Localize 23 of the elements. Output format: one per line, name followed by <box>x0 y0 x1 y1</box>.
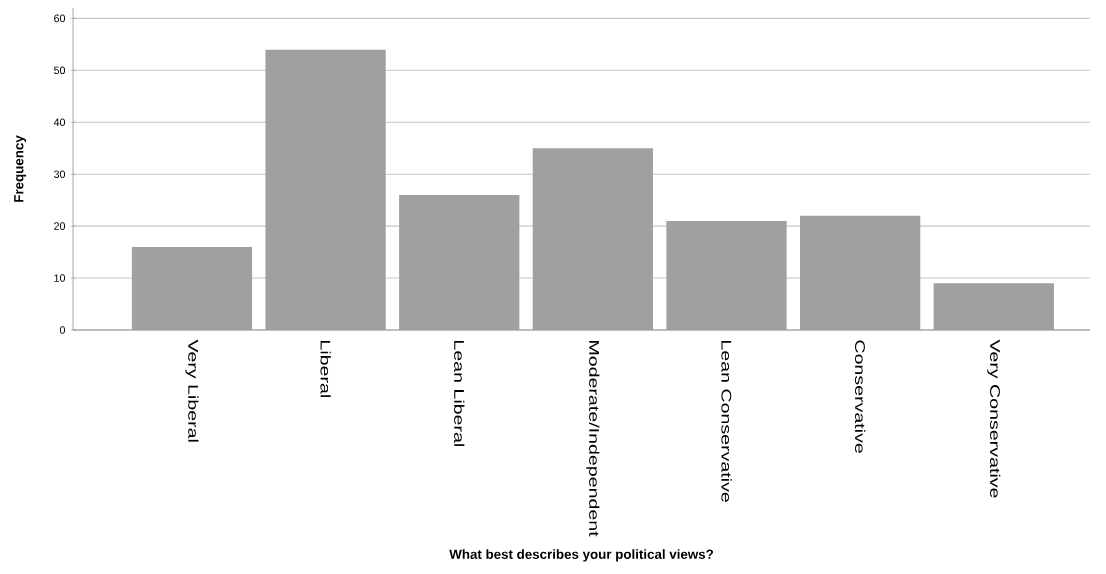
bar <box>800 215 921 330</box>
x-tick-label: Very Liberal <box>185 339 199 442</box>
x-tick-label: Lean Conservative <box>721 341 732 502</box>
y-tick-label: 0 <box>59 326 66 334</box>
y-axis-title: Frequency <box>14 135 27 202</box>
x-tick-label: Conservative <box>855 340 866 453</box>
bar <box>131 246 253 330</box>
x-tick-label: Liberal <box>320 341 331 397</box>
bar <box>399 194 520 330</box>
y-tick-label: 30 <box>53 170 66 178</box>
y-tick-label: 10 <box>54 274 66 282</box>
y-tick-label: 40 <box>53 118 66 127</box>
bar <box>265 49 386 330</box>
x-axis-title: What best describes your political views? <box>449 549 713 562</box>
y-tick-label: 50 <box>54 66 66 75</box>
y-tick-label: 60 <box>54 14 66 23</box>
x-tick-label: Moderate/Independent <box>586 341 600 537</box>
y-tick-label: 20 <box>54 222 66 230</box>
x-tick-label: Lean Liberal <box>454 341 465 446</box>
bar <box>666 220 787 330</box>
bar <box>532 148 654 330</box>
x-tick-label: Very Conservative <box>987 339 1001 498</box>
bar <box>933 283 1054 330</box>
